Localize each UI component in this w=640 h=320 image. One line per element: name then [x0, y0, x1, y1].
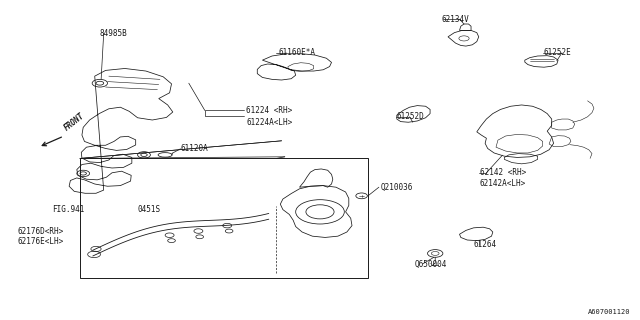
Text: 61252E: 61252E	[544, 48, 572, 57]
Text: A607001120: A607001120	[588, 309, 630, 315]
Text: FIG.941: FIG.941	[52, 205, 85, 214]
Text: 0451S: 0451S	[138, 205, 161, 214]
Text: 61160E*A: 61160E*A	[278, 48, 316, 57]
Text: 84985B: 84985B	[99, 29, 127, 38]
Text: 62142 <RH>: 62142 <RH>	[480, 168, 526, 177]
Text: FRONT: FRONT	[63, 111, 86, 133]
Text: 62134V: 62134V	[442, 15, 469, 24]
Text: 61224A<LH>: 61224A<LH>	[246, 118, 292, 127]
Text: 61224 <RH>: 61224 <RH>	[246, 106, 292, 115]
Bar	[80, 158, 368, 278]
Text: Q650004: Q650004	[415, 260, 447, 268]
Text: Q210036: Q210036	[381, 183, 413, 192]
Text: 62176D<RH>: 62176D<RH>	[17, 228, 63, 236]
Text: 61120A: 61120A	[180, 144, 208, 153]
Text: 62176E<LH>: 62176E<LH>	[17, 237, 63, 246]
Text: 62142A<LH>: 62142A<LH>	[480, 180, 526, 188]
Text: 61252D: 61252D	[397, 112, 424, 121]
Text: 61264: 61264	[474, 240, 497, 249]
